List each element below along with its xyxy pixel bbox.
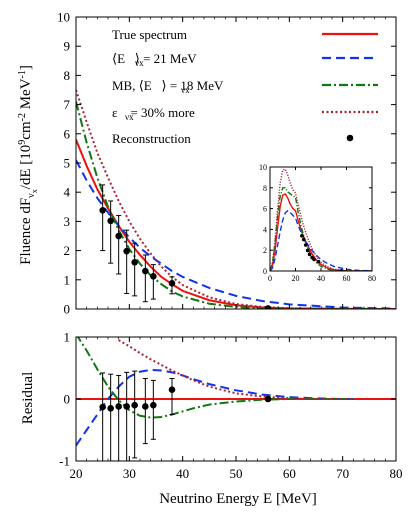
residual-x-tick-label: 60: [283, 466, 296, 481]
inset-y-tick-label: 4: [263, 225, 267, 234]
inset-data-point: [305, 248, 310, 253]
inset-series-3-line: [270, 168, 372, 271]
legend-entry-label: True spectrum: [112, 27, 187, 42]
legend-entry-label: Reconstruction: [112, 131, 191, 146]
main-y-tick-label: 6: [64, 126, 71, 141]
residual-data-point: [123, 403, 130, 410]
inset-data-point: [316, 260, 321, 264]
inset-y-tick-label: 0: [263, 267, 267, 276]
inset-y-tick-label: 2: [263, 246, 267, 255]
legend-marker-reconstruction: [346, 134, 354, 142]
inset-data-point: [312, 257, 316, 262]
inset-data-point: [307, 252, 312, 257]
inset-x-tick-label: 80: [368, 274, 376, 283]
main-series-2-line: [76, 101, 396, 309]
residual-data-point: [131, 401, 138, 409]
residual-y-tick-label: 1: [64, 330, 71, 345]
main-y-tick-label: 0: [64, 302, 71, 317]
main-series-1-line: [76, 159, 396, 309]
main-data-point: [142, 267, 149, 275]
main-data-point: [131, 258, 138, 266]
legend-entry-label: MB, ⟨E ⟩ = 18 MeV: [112, 78, 224, 93]
inset-data-point: [303, 243, 308, 247]
x-axis-label: Neutrino Energy E [MeV]: [159, 491, 317, 507]
main-data-point: [99, 207, 106, 214]
main-y-tick-label: 4: [64, 185, 71, 200]
legend-subscript: νx: [181, 85, 190, 95]
legend-entry-label: ε = 30% more: [112, 105, 195, 120]
inset-background: [270, 167, 372, 271]
main-y-tick-label: 5: [64, 156, 71, 171]
main-data-point: [115, 232, 122, 240]
main-y-tick-label: 9: [64, 39, 71, 54]
inset-series-1-line: [270, 209, 372, 271]
inset-data-point: [339, 268, 344, 271]
residual-data-point: [115, 403, 122, 410]
main-data-point: [107, 217, 114, 225]
main-y-tick-label: 10: [57, 10, 70, 25]
inset-series-2-line: [270, 187, 372, 271]
residual-y-axis-label: Residual: [20, 372, 36, 425]
main-data-point: [150, 272, 157, 280]
inset-panel: 0 20 40 60 80 0 2 4 6 8 10: [259, 163, 376, 283]
residual-y-tick-label: -1: [59, 454, 70, 469]
residual-data-point: [99, 403, 106, 411]
residual-x-tick-label: 50: [230, 466, 243, 481]
residual-data-point: [264, 395, 272, 403]
inset-y-tick-label: 10: [259, 163, 267, 172]
legend-subscript: νx: [135, 58, 144, 68]
residual-data-point: [168, 386, 176, 394]
main-y-tick-label: 3: [64, 214, 71, 229]
main-data-point: [123, 247, 130, 255]
main-y-tick-label: 2: [64, 243, 71, 258]
residual-panel: 20 30 40 50 60 70 80 -1 0 1: [59, 330, 402, 482]
main-data-point: [168, 280, 176, 287]
residual-x-tick-label: 80: [390, 466, 403, 481]
residual-data-point: [107, 405, 114, 412]
legend-entry-label: ⟨E ⟩ = 21 MeV: [112, 51, 197, 66]
main-y-tick-label: 8: [64, 68, 71, 83]
inset-x-tick-label: 0: [268, 274, 272, 283]
residual-data-point: [150, 401, 157, 409]
inset-data-point: [300, 234, 304, 238]
residual-y-tick-label: 0: [64, 392, 71, 407]
residual-x-tick-label: 30: [123, 466, 136, 481]
residual-x-tick-label: 40: [176, 466, 189, 481]
residual-series-1-line: [76, 368, 354, 447]
inset-x-tick-label: 20: [292, 274, 300, 283]
inset-x-tick-label: 60: [343, 274, 351, 283]
main-y-tick-label: 7: [64, 97, 71, 112]
legend-subscript: νx: [125, 112, 134, 122]
residual-data-point: [142, 403, 149, 410]
main-y-axis-label: Fluence dFνx/dE [109cm-2 MeV-1]: [17, 65, 39, 265]
inset-data-point: [301, 237, 306, 242]
inset-y-tick-label: 8: [263, 184, 267, 193]
main-y-tick-label: 1: [64, 272, 71, 287]
residual-x-tick-label: 70: [336, 466, 349, 481]
residual-x-tick-label: 20: [70, 466, 83, 481]
main-panel: 0 1 2 3 4 5 6 7 8 9 10 True spectrum ⟨E ⟩ = 21 MeV MB…: [57, 10, 397, 317]
inset-x-tick-label: 40: [317, 274, 325, 283]
inset-y-tick-label: 6: [263, 205, 267, 214]
